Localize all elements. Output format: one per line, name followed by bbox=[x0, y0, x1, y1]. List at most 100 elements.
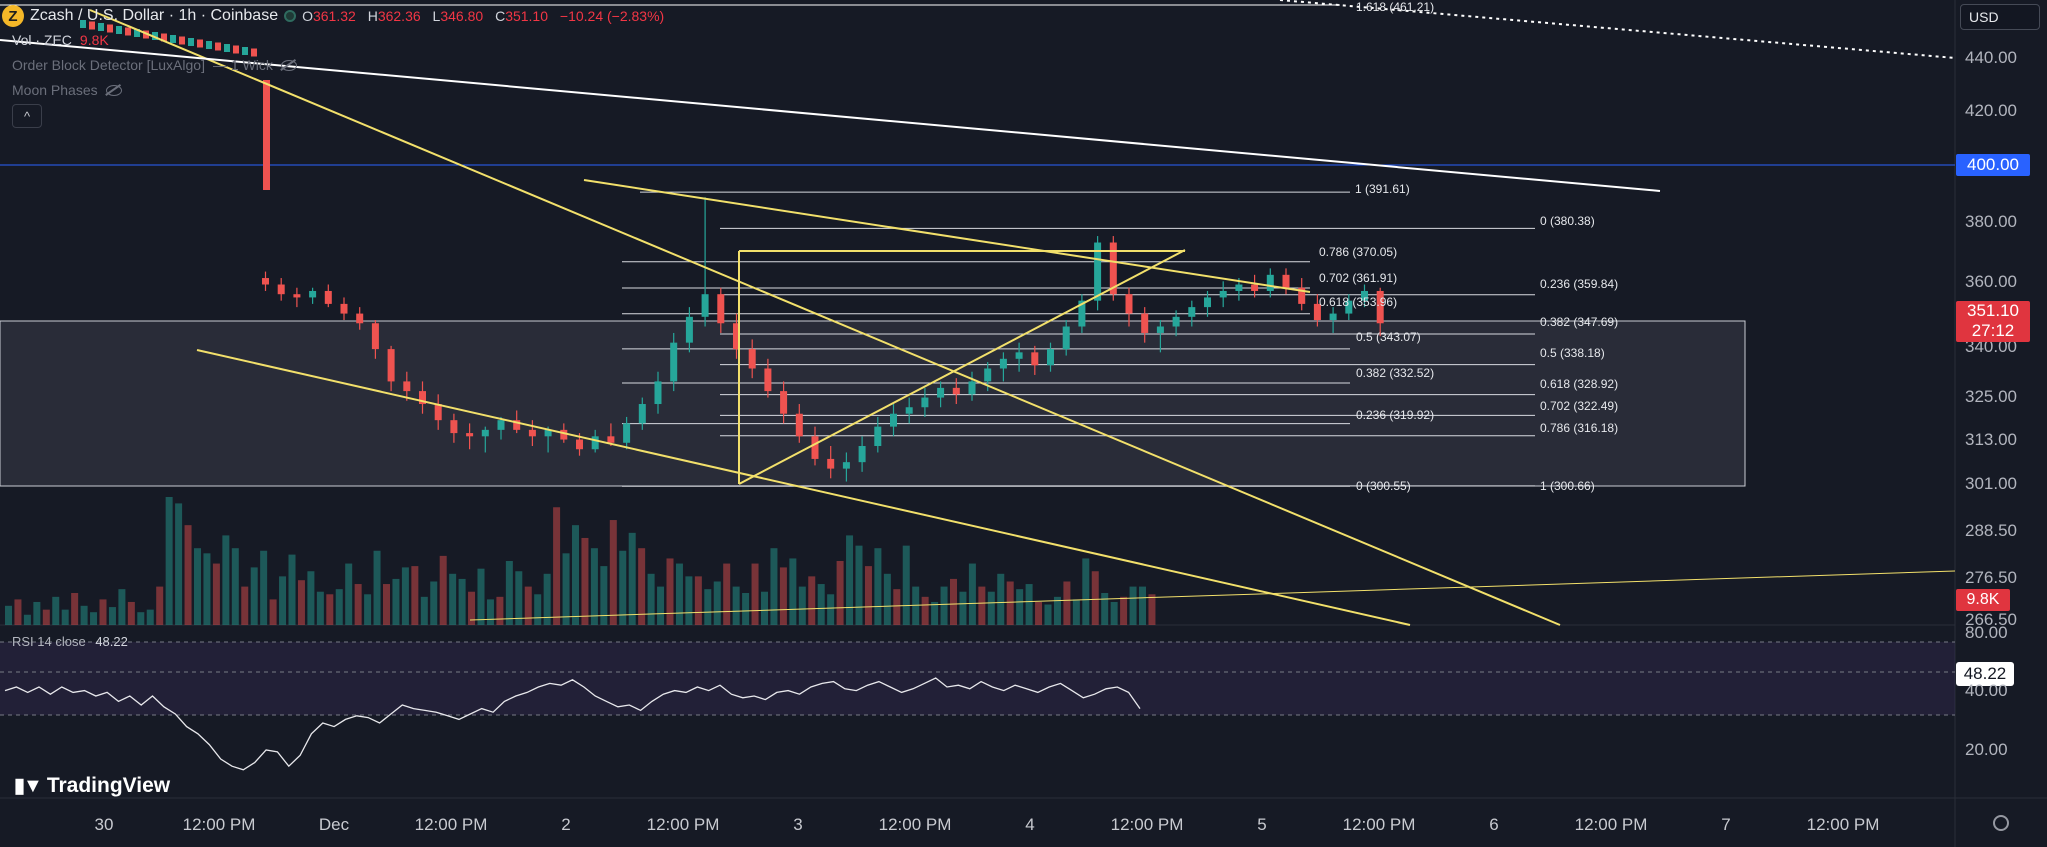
volume-bar bbox=[1148, 594, 1156, 625]
volume-bar bbox=[893, 589, 901, 625]
price-axis-label: 440.00 bbox=[1965, 48, 2017, 67]
price-axis-label: 325.00 bbox=[1965, 387, 2017, 406]
volume-bar bbox=[515, 571, 523, 625]
candle-body bbox=[780, 391, 788, 414]
volume-bar bbox=[572, 525, 579, 625]
symbol-header: Z Zcash / U.S. Dollar · 1h · Coinbase O3… bbox=[0, 0, 672, 32]
rsi-value-tag: 48.22 bbox=[1956, 662, 2014, 686]
volume-bar bbox=[486, 599, 494, 625]
candle-body bbox=[654, 381, 662, 405]
currency-selector[interactable]: USD bbox=[1960, 4, 2040, 30]
candle-body bbox=[197, 39, 203, 48]
fib-left-label: 0.618 (353.96) bbox=[1319, 295, 1398, 309]
volume-bar bbox=[1082, 558, 1090, 625]
symbol-title[interactable]: Zcash / U.S. Dollar · 1h · Coinbase bbox=[30, 7, 279, 24]
rsi-value: 48.22 bbox=[95, 634, 128, 649]
indicator-order-block[interactable]: Order Block Detector [LuxAlgo] — 1 Wick bbox=[12, 57, 297, 73]
volume-bar bbox=[1110, 601, 1118, 625]
trendline-dotted bbox=[1279, 0, 1956, 59]
volume-bar bbox=[902, 545, 910, 625]
time-axis-label: 12:00 PM bbox=[1110, 815, 1184, 834]
hidden-eye-icon[interactable] bbox=[105, 84, 122, 96]
volume-bar bbox=[950, 578, 957, 625]
time-axis-label: 12:00 PM bbox=[1574, 815, 1648, 834]
candle-body bbox=[107, 24, 113, 33]
volume-bar bbox=[52, 596, 60, 625]
volume-bar bbox=[1053, 596, 1061, 625]
candle-body bbox=[591, 436, 599, 450]
fib-left-label: 0.786 (370.05) bbox=[1319, 245, 1398, 259]
rsi-axis-label: 20.00 bbox=[1965, 740, 2008, 759]
hidden-eye-icon[interactable] bbox=[280, 59, 297, 71]
volume-bar bbox=[5, 605, 12, 625]
fib-right-label: 1 (300.66) bbox=[1540, 479, 1595, 493]
volume-bar bbox=[175, 503, 183, 625]
volume-bar bbox=[496, 596, 504, 625]
candle-body bbox=[371, 323, 379, 350]
collapse-indicators-button[interactable]: ^ bbox=[12, 104, 42, 128]
candle-body bbox=[968, 381, 976, 395]
candle-body bbox=[1376, 290, 1384, 324]
volume-bar bbox=[732, 586, 740, 625]
volume-bar bbox=[23, 614, 31, 625]
rsi-line bbox=[4, 677, 1141, 771]
candle-body bbox=[1094, 242, 1102, 301]
volume-bar bbox=[194, 548, 201, 625]
candle-body bbox=[1047, 349, 1054, 366]
volume-bar bbox=[997, 573, 1005, 625]
candle-body bbox=[952, 387, 960, 395]
volume-bar bbox=[1025, 584, 1033, 625]
volume-bar bbox=[156, 586, 164, 625]
price-change: −10.24 (−2.83%) bbox=[559, 8, 665, 24]
volume-bar bbox=[33, 601, 41, 625]
candle-body bbox=[623, 423, 631, 443]
order-block-extra: — 1 Wick bbox=[212, 57, 273, 73]
time-axis-label: 12:00 PM bbox=[1806, 815, 1880, 834]
ohlc-values: O361.32 H362.36 L346.80 C351.10 −10.24 (… bbox=[302, 8, 665, 24]
candle-body bbox=[1251, 284, 1259, 291]
rsi-axis-label: 80.00 bbox=[1965, 623, 2008, 642]
tradingview-logo[interactable]: ▮▼ TradingView bbox=[14, 773, 170, 798]
volume-bar bbox=[1091, 571, 1099, 625]
volume-bar bbox=[439, 555, 447, 625]
fib-left-label: 1 (391.61) bbox=[1355, 182, 1410, 196]
candle-body bbox=[356, 313, 364, 324]
candle-body bbox=[607, 436, 615, 443]
trendline-upper-channel bbox=[89, 9, 1561, 626]
candle-body bbox=[1172, 316, 1180, 327]
fib-left-label: 0.5 (343.07) bbox=[1356, 330, 1421, 344]
rsi-axis-label: 40.00 bbox=[1965, 681, 2008, 700]
candle-body bbox=[497, 420, 505, 430]
candle-body bbox=[670, 342, 678, 382]
volume-bar bbox=[666, 558, 674, 625]
candle-body bbox=[251, 48, 257, 57]
market-status-icon bbox=[284, 10, 297, 22]
indicator-moon-phases[interactable]: Moon Phases bbox=[12, 82, 122, 98]
volume-bar bbox=[71, 593, 79, 625]
trendline-volume bbox=[469, 570, 1956, 621]
candle-body bbox=[116, 26, 122, 34]
time-axis-label: 5 bbox=[1257, 815, 1267, 834]
candle-body bbox=[827, 458, 835, 469]
volume-bar bbox=[90, 612, 98, 625]
settings-gear-icon[interactable] bbox=[1993, 815, 2009, 831]
candle-body bbox=[984, 368, 992, 382]
fib-left-label: 0 (300.55) bbox=[1356, 479, 1411, 493]
candle-body bbox=[1031, 352, 1039, 366]
indicator-volume[interactable]: Vol · ZEC 9.8K bbox=[12, 32, 109, 48]
candle-body bbox=[685, 316, 693, 343]
volume-bar bbox=[146, 609, 154, 625]
rsi-legend[interactable]: RSI 14 close 48.22 bbox=[12, 634, 128, 649]
volume-bar bbox=[1016, 589, 1024, 625]
price-axis-label: 266.50 bbox=[1965, 610, 2017, 629]
time-axis-label: 4 bbox=[1025, 815, 1035, 834]
volume-bar bbox=[609, 520, 617, 625]
volume-bar bbox=[921, 596, 929, 625]
volume-bar bbox=[1072, 599, 1080, 625]
candle-body bbox=[1078, 300, 1086, 327]
candle-body bbox=[434, 404, 442, 421]
volume-bar bbox=[118, 589, 126, 625]
last-price-tag[interactable]: 351.10 27:12 bbox=[1956, 301, 2030, 342]
price-line-tag[interactable]: 400.00 bbox=[1956, 154, 2030, 176]
